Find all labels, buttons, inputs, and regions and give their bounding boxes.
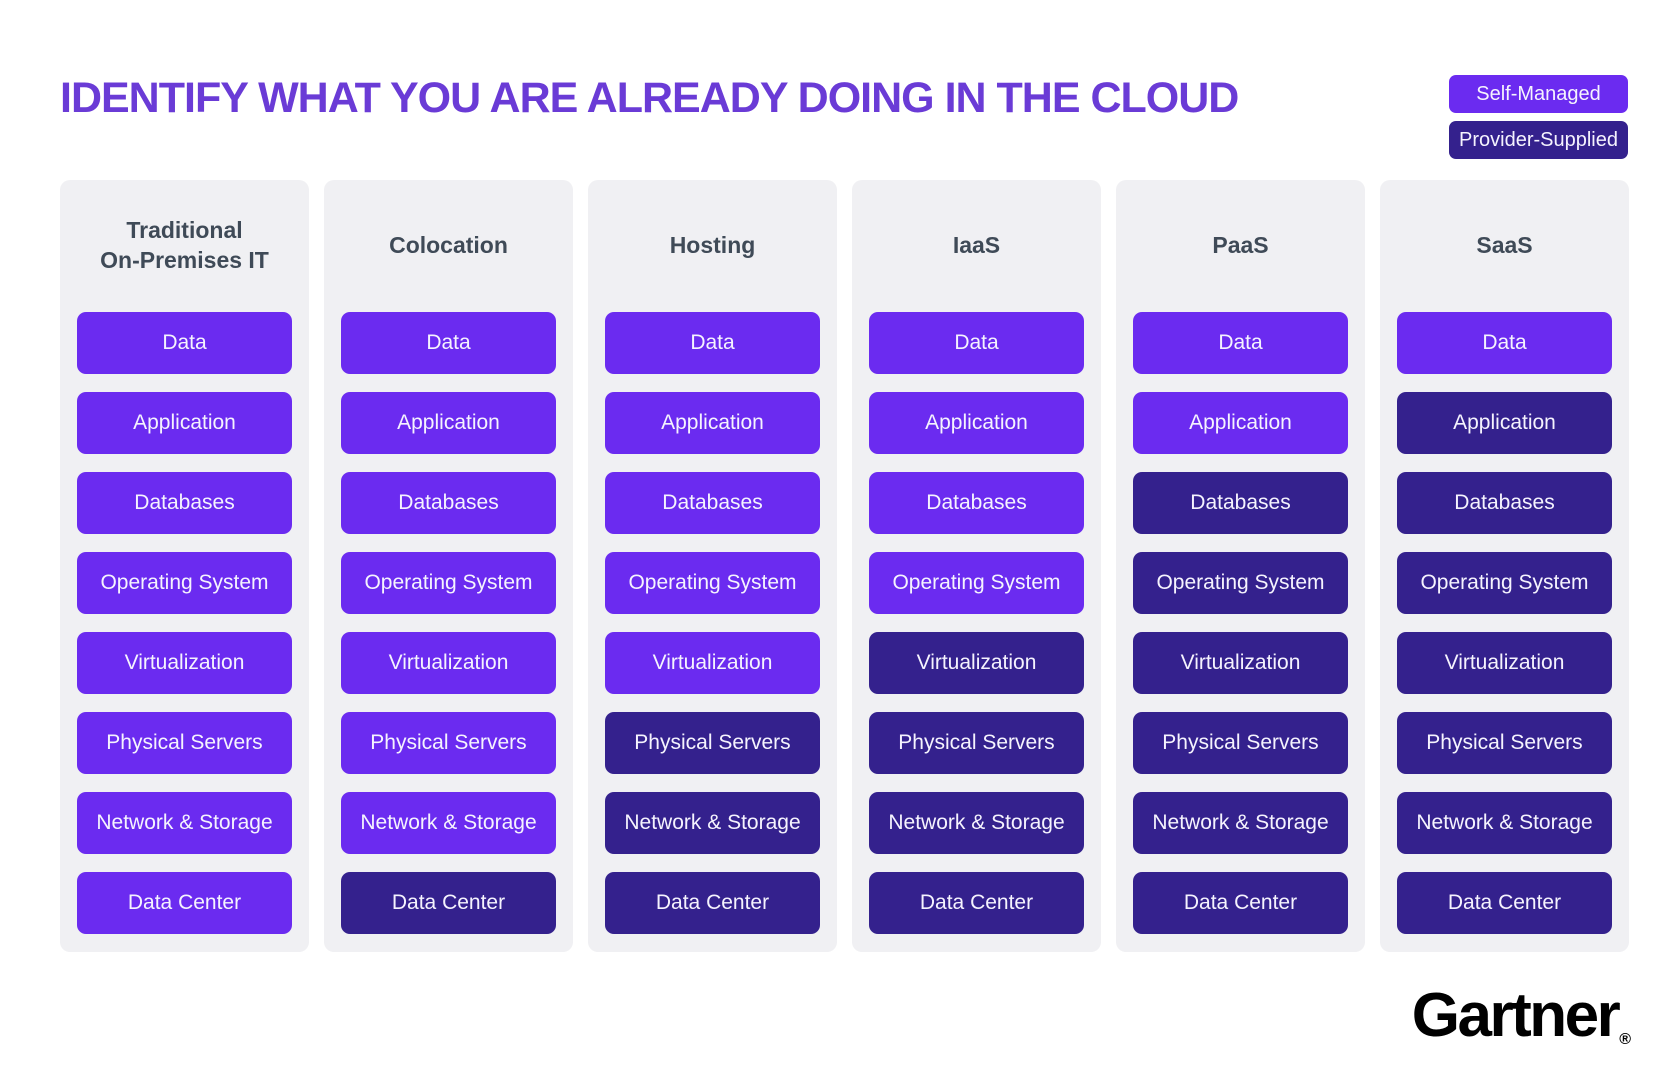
column-card-traditional: Traditional On-Premises IT Data Applicat… [60,180,309,952]
stack-cell: Application [341,392,556,454]
stack-cell: Application [605,392,820,454]
stack-cell: Operating System [605,552,820,614]
stack-cell: Operating System [341,552,556,614]
legend-provider-supplied: Provider-Supplied [1449,121,1628,159]
stack-cell: Application [1397,392,1612,454]
stack-cell: Data Center [605,872,820,934]
stack-cell: Data [1397,312,1612,374]
stack-cell: Data Center [341,872,556,934]
column-card-saas: SaaS Data Application Databases Operatin… [1380,180,1629,952]
stack-cell: Databases [1133,472,1348,534]
stack-cell: Data Center [1397,872,1612,934]
stack-cell: Operating System [77,552,292,614]
column-header: Colocation [389,232,508,259]
stack-cell: Operating System [1133,552,1348,614]
column-card-paas: PaaS Data Application Databases Operatin… [1116,180,1365,952]
column-header: IaaS [952,232,1001,259]
stack-cell: Data [869,312,1084,374]
cell-stack: Data Application Databases Operating Sys… [1133,312,1348,934]
legend-self-managed: Self-Managed [1449,75,1628,113]
stack-cell: Data Center [869,872,1084,934]
stack-cell: Application [77,392,292,454]
stack-cell: Data [1133,312,1348,374]
stack-cell: Physical Servers [605,712,820,774]
gartner-wordmark: Gartner [1411,981,1621,1050]
stack-cell: Application [869,392,1084,454]
page-title: IDENTIFY WHAT YOU ARE ALREADY DOING IN T… [60,74,1239,122]
cell-stack: Data Application Databases Operating Sys… [869,312,1084,934]
cell-stack: Data Application Databases Operating Sys… [1397,312,1612,934]
stack-cell: Virtualization [1133,632,1348,694]
column-card-iaas: IaaS Data Application Databases Operatin… [852,180,1101,952]
stack-cell: Virtualization [77,632,292,694]
columns-board: Traditional On-Premises IT Data Applicat… [60,180,1629,952]
stack-cell: Physical Servers [1133,712,1348,774]
legend: Self-Managed Provider-Supplied [1449,75,1628,159]
stack-cell: Operating System [869,552,1084,614]
stack-cell: Network & Storage [77,792,292,854]
column-card-hosting: Hosting Data Application Databases Opera… [588,180,837,952]
stack-cell: Physical Servers [869,712,1084,774]
stack-cell: Network & Storage [1397,792,1612,854]
cell-stack: Data Application Databases Operating Sys… [341,312,556,934]
stack-cell: Network & Storage [341,792,556,854]
stack-cell: Data [605,312,820,374]
stack-cell: Physical Servers [341,712,556,774]
stack-cell: Databases [1397,472,1612,534]
gartner-logo: Gartner® [1411,980,1631,1051]
stack-cell: Data Center [1133,872,1348,934]
column-card-colocation: Colocation Data Application Databases Op… [324,180,573,952]
stack-cell: Databases [869,472,1084,534]
column-header: Hosting [669,232,756,259]
column-header: PaaS [1212,232,1269,259]
cell-stack: Data Application Databases Operating Sys… [77,312,292,934]
stack-cell: Network & Storage [869,792,1084,854]
stack-cell: Physical Servers [77,712,292,774]
stack-cell: Application [1133,392,1348,454]
stack-cell: Operating System [1397,552,1612,614]
stack-cell: Data Center [77,872,292,934]
registered-trademark-icon: ® [1619,1031,1631,1048]
stack-cell: Databases [605,472,820,534]
stack-cell: Virtualization [869,632,1084,694]
column-header: Traditional On-Premises IT [100,217,269,273]
stack-cell: Network & Storage [1133,792,1348,854]
stack-cell: Data [77,312,292,374]
stack-cell: Physical Servers [1397,712,1612,774]
stack-cell: Data [341,312,556,374]
cell-stack: Data Application Databases Operating Sys… [605,312,820,934]
column-header: SaaS [1476,232,1533,259]
stack-cell: Virtualization [1397,632,1612,694]
stack-cell: Databases [341,472,556,534]
stack-cell: Virtualization [605,632,820,694]
stack-cell: Network & Storage [605,792,820,854]
stack-cell: Databases [77,472,292,534]
stack-cell: Virtualization [341,632,556,694]
